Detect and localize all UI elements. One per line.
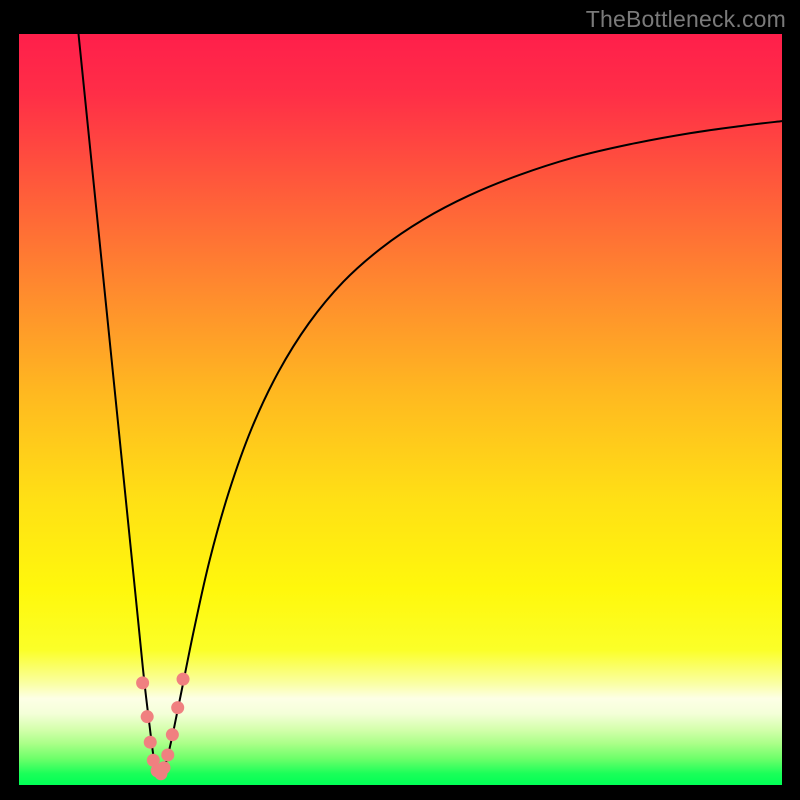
- bottleneck-curve: [79, 34, 782, 776]
- data-marker: [171, 701, 184, 714]
- data-marker: [166, 728, 179, 741]
- data-marker: [177, 673, 190, 686]
- data-marker: [144, 736, 157, 749]
- watermark-text: TheBottleneck.com: [586, 6, 786, 33]
- chart-svg: [19, 34, 782, 785]
- data-marker: [141, 710, 154, 723]
- data-marker: [157, 761, 170, 774]
- plot-area: [19, 34, 782, 785]
- data-marker: [136, 676, 149, 689]
- data-marker: [161, 748, 174, 761]
- chart-container: TheBottleneck.com: [0, 0, 800, 800]
